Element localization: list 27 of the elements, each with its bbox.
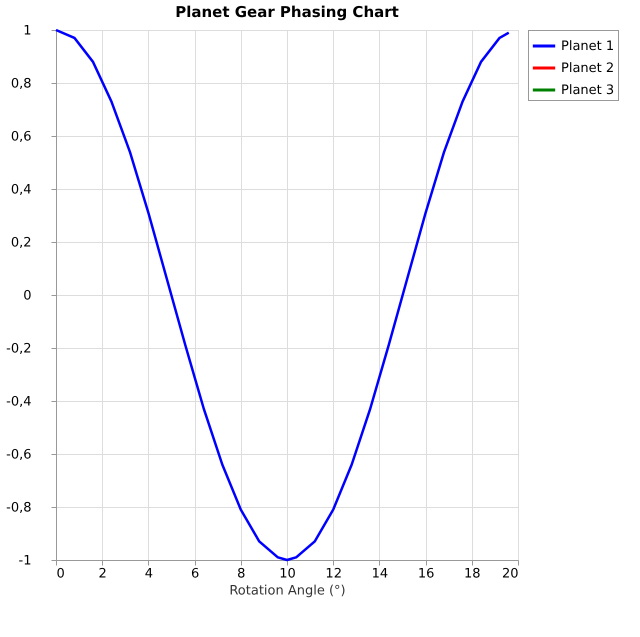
x-tick-label: 12 — [325, 566, 342, 582]
y-tick-label: 0,4 — [10, 182, 32, 198]
x-tick-label: 8 — [237, 566, 246, 582]
x-tick-label: 4 — [144, 566, 154, 582]
chart-title: Planet Gear Phasing Chart — [175, 3, 399, 21]
y-tick-label: 0,6 — [10, 130, 32, 144]
x-tick-label: 16 — [418, 566, 434, 582]
x-tick-label: 2 — [98, 566, 107, 582]
y-tick-label: -0,6 — [6, 448, 32, 462]
y-tick-label: -0,8 — [6, 500, 32, 516]
x-tick-label: 20 — [502, 566, 518, 582]
y-tick-label: -0,4 — [6, 394, 32, 410]
legend-label: Planet 3 — [561, 83, 614, 98]
y-tick-label: 0,8 — [10, 76, 32, 92]
legend-label: Planet 1 — [561, 39, 614, 54]
x-tick-label: 6 — [190, 566, 200, 582]
x-tick-label: 0 — [56, 566, 65, 582]
x-tick-label: 18 — [464, 566, 481, 582]
y-tick-label: -0,2 — [6, 342, 32, 356]
x-axis-title: Rotation Angle (°) — [229, 584, 346, 598]
legend-label: Planet 2 — [561, 61, 614, 76]
x-tick-label: 10 — [279, 566, 296, 582]
x-tick-label: 14 — [372, 566, 388, 582]
y-tick-label: 0,2 — [10, 236, 32, 250]
y-tick-label: 0 — [23, 288, 32, 304]
y-tick-label: -1 — [18, 554, 32, 568]
y-tick-label: 1 — [23, 24, 32, 38]
